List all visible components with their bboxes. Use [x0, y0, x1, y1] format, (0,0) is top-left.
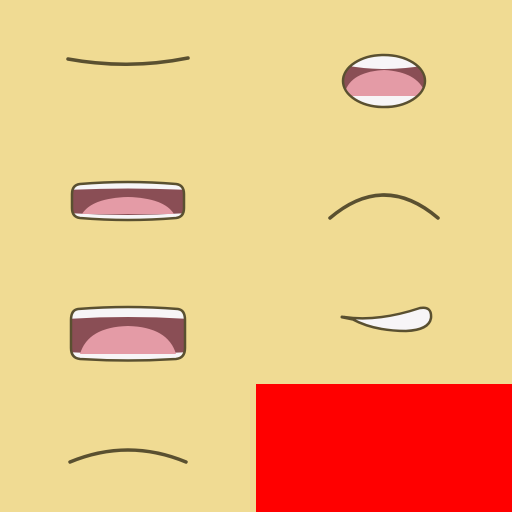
mouth-smirk-teeth-icon [340, 306, 433, 333]
mouth-small-open-icon [341, 53, 427, 109]
mouth-slight-frown-icon [68, 448, 188, 464]
placeholder-block [256, 384, 512, 512]
mouth-medium-open-icon [70, 180, 186, 222]
mouth-wide-open-icon [69, 305, 187, 362]
mouth-frown-arc-icon [328, 193, 440, 220]
mouth-closed-flat-icon [66, 56, 190, 66]
